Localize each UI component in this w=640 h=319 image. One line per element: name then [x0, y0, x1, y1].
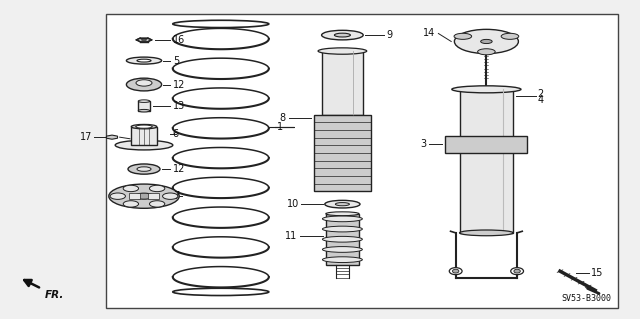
Ellipse shape: [138, 100, 150, 102]
Ellipse shape: [511, 268, 524, 275]
Text: 16: 16: [173, 35, 185, 45]
Text: 3: 3: [420, 139, 426, 149]
Ellipse shape: [460, 230, 513, 236]
Ellipse shape: [138, 109, 150, 112]
Ellipse shape: [454, 33, 472, 39]
Ellipse shape: [115, 140, 173, 150]
Ellipse shape: [452, 86, 521, 93]
Ellipse shape: [128, 164, 160, 174]
Ellipse shape: [173, 288, 269, 295]
Ellipse shape: [454, 29, 518, 54]
Bar: [314, 115, 371, 191]
Ellipse shape: [323, 257, 362, 263]
Ellipse shape: [323, 216, 362, 222]
Ellipse shape: [137, 167, 151, 171]
Ellipse shape: [127, 57, 161, 64]
Text: SV53-B3000: SV53-B3000: [561, 294, 611, 303]
Ellipse shape: [335, 203, 349, 206]
Ellipse shape: [481, 40, 492, 44]
Bar: [138, 101, 150, 111]
Text: FR.: FR.: [45, 290, 64, 300]
Ellipse shape: [322, 30, 364, 40]
Bar: [326, 214, 359, 265]
Text: 10: 10: [287, 199, 299, 209]
Polygon shape: [106, 135, 118, 139]
Ellipse shape: [150, 185, 165, 192]
Ellipse shape: [452, 269, 459, 273]
Ellipse shape: [318, 48, 367, 54]
Ellipse shape: [323, 226, 362, 232]
Bar: [131, 127, 157, 145]
Text: 14: 14: [423, 28, 435, 39]
Ellipse shape: [326, 212, 359, 216]
Ellipse shape: [323, 247, 362, 252]
Bar: [322, 51, 363, 115]
Bar: [148, 193, 159, 199]
Text: 17: 17: [81, 132, 93, 142]
Bar: [460, 89, 513, 233]
Ellipse shape: [163, 193, 178, 199]
Ellipse shape: [501, 33, 519, 39]
Text: 2: 2: [538, 89, 544, 99]
Text: 4: 4: [538, 95, 544, 106]
Ellipse shape: [137, 59, 151, 62]
Polygon shape: [136, 38, 152, 42]
Ellipse shape: [109, 184, 179, 208]
Text: 1: 1: [276, 122, 283, 132]
Text: 11: 11: [285, 231, 297, 241]
Ellipse shape: [134, 193, 154, 199]
Text: 13: 13: [173, 101, 185, 111]
Ellipse shape: [136, 125, 152, 128]
Ellipse shape: [131, 124, 157, 129]
Ellipse shape: [123, 185, 139, 192]
Ellipse shape: [141, 39, 147, 41]
Ellipse shape: [110, 193, 125, 199]
Bar: [106, 14, 618, 308]
Ellipse shape: [335, 33, 351, 37]
Ellipse shape: [477, 49, 495, 55]
Ellipse shape: [123, 201, 139, 207]
Text: 7: 7: [173, 191, 179, 201]
Ellipse shape: [449, 268, 462, 275]
Ellipse shape: [323, 236, 362, 242]
Ellipse shape: [127, 78, 161, 91]
Text: 12: 12: [173, 79, 185, 90]
Text: 8: 8: [279, 113, 285, 123]
Ellipse shape: [325, 200, 360, 208]
Text: 9: 9: [386, 30, 392, 40]
Ellipse shape: [150, 201, 165, 207]
Text: 5: 5: [173, 56, 179, 66]
Ellipse shape: [173, 20, 269, 27]
Ellipse shape: [136, 80, 152, 86]
Bar: [445, 136, 527, 153]
Ellipse shape: [514, 269, 520, 273]
Text: 6: 6: [173, 129, 179, 139]
Text: 12: 12: [173, 164, 185, 174]
Text: 15: 15: [591, 268, 603, 278]
Bar: [129, 193, 140, 199]
